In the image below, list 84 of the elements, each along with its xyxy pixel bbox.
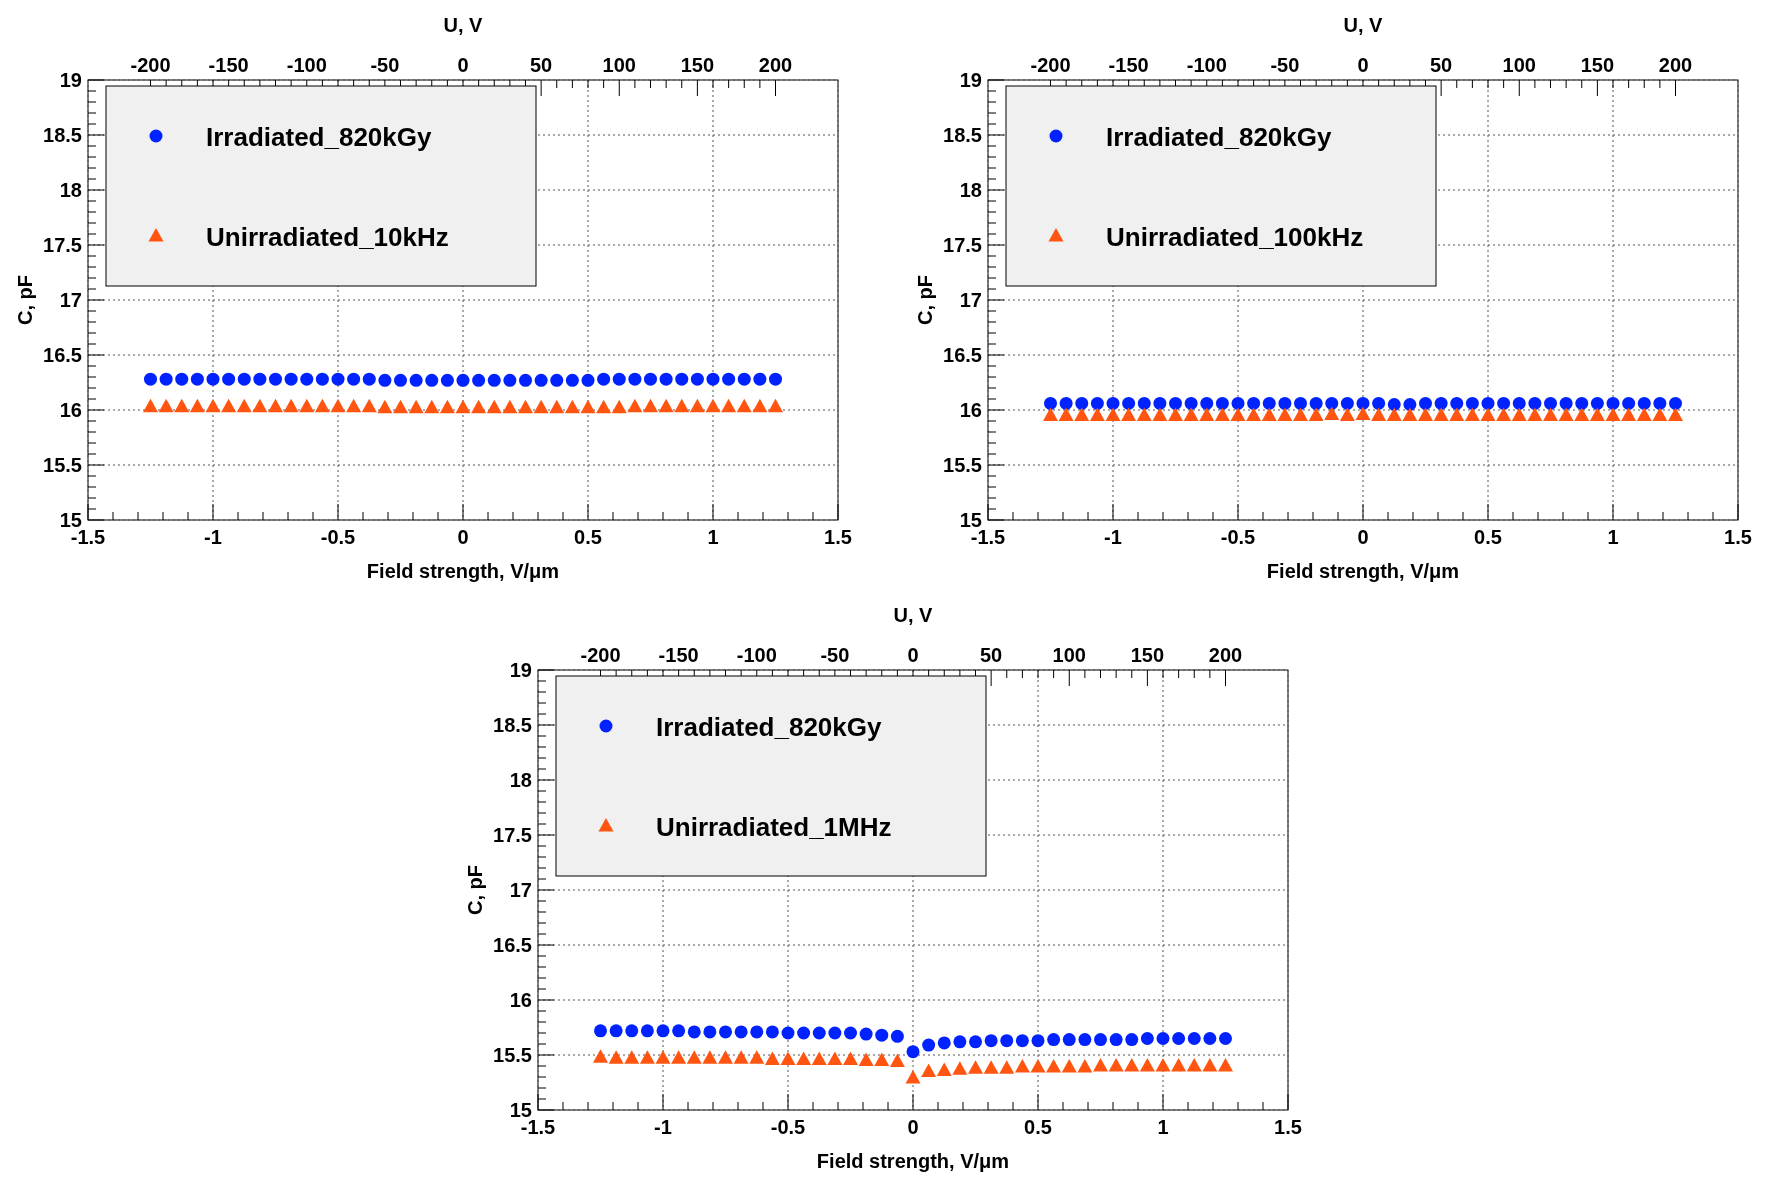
y-tick-label: 18.5 bbox=[43, 124, 82, 146]
x-tick-label: -0.5 bbox=[1220, 526, 1256, 548]
x2-tick-label: -100 bbox=[736, 644, 777, 666]
x-tick-label: 1 bbox=[1157, 1116, 1169, 1138]
legend-label: Irradiated_820kGy bbox=[656, 712, 883, 742]
y-axis-title: C, pF bbox=[914, 275, 936, 325]
x2-tick-label: 100 bbox=[1052, 644, 1086, 666]
y-tick-label: 16.5 bbox=[43, 344, 82, 366]
x2-tick-label: 50 bbox=[1430, 54, 1453, 76]
y-tick-label: 17.5 bbox=[943, 234, 982, 256]
x2-tick-label: 200 bbox=[758, 54, 793, 76]
y-axis-title: C, pF bbox=[464, 865, 486, 915]
x2-tick-label: -200 bbox=[130, 54, 171, 76]
legend-label: Irradiated_820kGy bbox=[1106, 122, 1333, 152]
x-tick-label: 1 bbox=[707, 526, 719, 548]
y-tick-label: 17 bbox=[509, 879, 532, 901]
y-tick-label: 19 bbox=[509, 659, 532, 681]
y-tick-label: 18.5 bbox=[493, 714, 532, 736]
y-tick-label: 17.5 bbox=[43, 234, 82, 256]
y-tick-label: 17 bbox=[59, 289, 82, 311]
x-axis-title: Field strength, V/μm bbox=[816, 1150, 1010, 1172]
x-tick-label: 0 bbox=[907, 1116, 919, 1138]
x2-tick-label: 0 bbox=[457, 54, 469, 76]
x2-tick-label: 0 bbox=[907, 644, 919, 666]
x-tick-label: 0.5 bbox=[574, 526, 602, 548]
x2-tick-label: -50 bbox=[820, 644, 850, 666]
x2-tick-label: -100 bbox=[1186, 54, 1227, 76]
y-axis-title: C, pF bbox=[14, 275, 36, 325]
x2-tick-label: -100 bbox=[286, 54, 327, 76]
x2-tick-label: 50 bbox=[980, 644, 1003, 666]
x-tick-label: 1.5 bbox=[1274, 1116, 1302, 1138]
x2-tick-label: -150 bbox=[1108, 54, 1149, 76]
x2-tick-label: 150 bbox=[1130, 644, 1165, 666]
x-tick-label: 0 bbox=[457, 526, 469, 548]
x2-axis-title: U, V bbox=[1343, 14, 1384, 36]
x2-tick-label: 150 bbox=[680, 54, 715, 76]
legend-label: Unirradiated_1MHz bbox=[656, 812, 892, 842]
x-tick-label: 0.5 bbox=[1474, 526, 1502, 548]
y-tick-label: 19 bbox=[59, 69, 82, 91]
legend-label: Unirradiated_10kHz bbox=[206, 222, 449, 252]
x-tick-label: -1 bbox=[204, 526, 222, 548]
y-tick-label: 16.5 bbox=[493, 934, 532, 956]
x2-tick-label: 0 bbox=[1357, 54, 1369, 76]
x2-tick-label: -50 bbox=[370, 54, 400, 76]
x-tick-label: 0 bbox=[1357, 526, 1369, 548]
y-tick-label: 16 bbox=[509, 989, 532, 1011]
x2-tick-label: -150 bbox=[208, 54, 249, 76]
y-tick-label: 18 bbox=[59, 179, 82, 201]
x2-tick-label: -200 bbox=[1030, 54, 1071, 76]
x2-axis-title: U, V bbox=[893, 604, 934, 626]
legend-label: Irradiated_820kGy bbox=[206, 122, 433, 152]
x-tick-label: -0.5 bbox=[770, 1116, 806, 1138]
x-tick-label: -1 bbox=[1104, 526, 1122, 548]
y-tick-label: 18 bbox=[509, 769, 532, 791]
x-tick-label: 1 bbox=[1607, 526, 1619, 548]
x2-tick-label: 200 bbox=[1658, 54, 1693, 76]
y-tick-label: 16 bbox=[959, 399, 982, 421]
x-tick-label: -1 bbox=[654, 1116, 672, 1138]
y-tick-label: 15.5 bbox=[43, 454, 82, 476]
x2-axis-title: U, V bbox=[443, 14, 484, 36]
y-tick-label: 16 bbox=[59, 399, 82, 421]
x2-tick-label: 50 bbox=[530, 54, 553, 76]
x-axis-title: Field strength, V/μm bbox=[366, 560, 560, 582]
y-tick-label: 17.5 bbox=[493, 824, 532, 846]
x2-tick-label: 100 bbox=[1502, 54, 1536, 76]
x2-tick-label: 100 bbox=[602, 54, 636, 76]
x-tick-label: -0.5 bbox=[320, 526, 356, 548]
y-tick-label: 15.5 bbox=[493, 1044, 532, 1066]
y-tick-label: 18 bbox=[959, 179, 982, 201]
x2-tick-label: 150 bbox=[1580, 54, 1615, 76]
y-tick-label: 16.5 bbox=[943, 344, 982, 366]
x-tick-label: 1.5 bbox=[824, 526, 852, 548]
legend-label: Unirradiated_100kHz bbox=[1106, 222, 1364, 252]
y-tick-label: 15.5 bbox=[943, 454, 982, 476]
x-tick-label: 0.5 bbox=[1024, 1116, 1052, 1138]
x2-tick-label: 200 bbox=[1208, 644, 1243, 666]
x2-tick-label: -50 bbox=[1270, 54, 1300, 76]
x-axis-title: Field strength, V/μm bbox=[1266, 560, 1460, 582]
x2-tick-label: -200 bbox=[580, 644, 621, 666]
x-tick-label: 1.5 bbox=[1724, 526, 1752, 548]
y-tick-label: 18.5 bbox=[943, 124, 982, 146]
y-tick-label: 17 bbox=[959, 289, 982, 311]
y-tick-label: 19 bbox=[959, 69, 982, 91]
x2-tick-label: -150 bbox=[658, 644, 699, 666]
